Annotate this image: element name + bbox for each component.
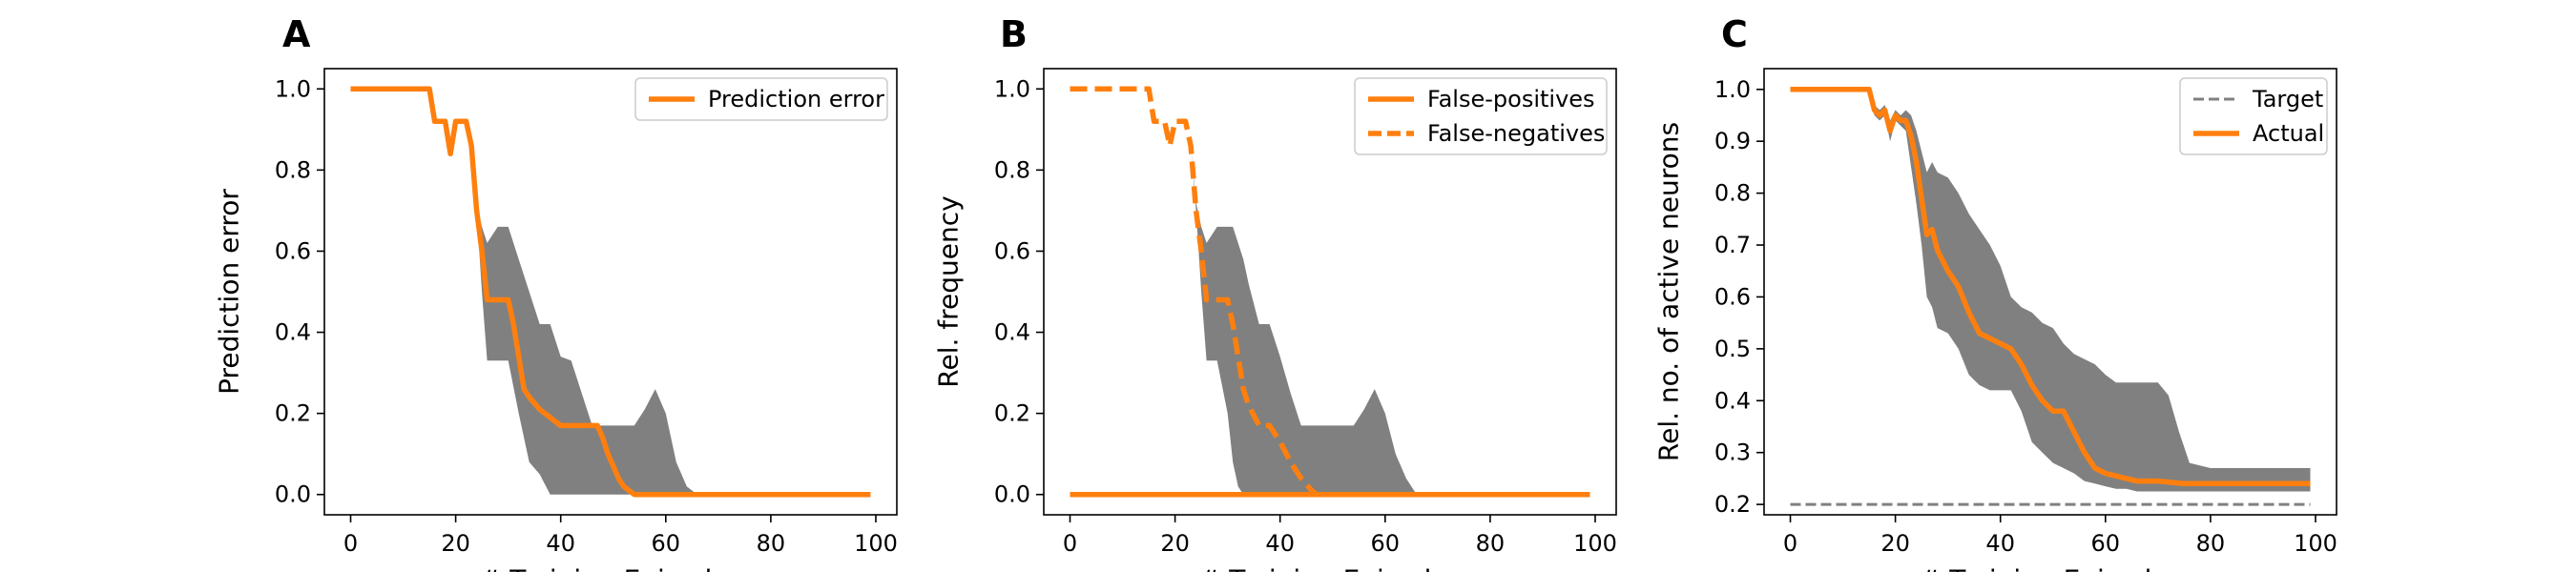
legend-label: False-positives: [1427, 86, 1595, 112]
x-tick-label: 20: [1880, 530, 1910, 557]
y-tick-label: 0.6: [275, 237, 311, 264]
y-tick-label: 0.4: [275, 319, 311, 346]
x-tick-label: 100: [1573, 530, 1617, 557]
legend-box: [1354, 77, 1608, 155]
panel-letter: A: [282, 13, 311, 55]
series-line-prediction-error: [350, 86, 871, 498]
legend-label: Target: [2252, 86, 2323, 112]
y-tick-label: 0.2: [1714, 491, 1751, 518]
axes-frame: [1763, 68, 2337, 516]
legend-label: Actual: [2253, 120, 2324, 147]
axes-frame: [323, 68, 898, 516]
x-axis-label: # Training Episodes: [479, 564, 742, 572]
x-tick-label: 80: [1476, 530, 1506, 557]
y-tick-label: 0.7: [1714, 232, 1751, 258]
panel-letter: B: [1000, 13, 1028, 55]
y-tick-label: 1.0: [1714, 76, 1751, 103]
y-tick-label: 0.0: [994, 481, 1030, 508]
x-tick-label: 20: [441, 530, 470, 557]
x-tick-label: 40: [546, 530, 575, 557]
y-tick-label: 0.8: [1714, 180, 1751, 207]
y-tick-label: 0.9: [1714, 128, 1751, 154]
x-axis-label: # Training Episodes: [1198, 564, 1462, 572]
y-tick-label: 0.4: [994, 319, 1030, 346]
x-tick-label: 100: [2294, 530, 2337, 557]
x-tick-label: 20: [1160, 530, 1190, 557]
x-tick-label: 80: [2196, 530, 2226, 557]
panel-letter: C: [1721, 13, 1748, 55]
y-tick-label: 0.6: [994, 237, 1030, 264]
y-tick-label: 1.0: [275, 75, 311, 102]
y-axis-label: Prediction error: [214, 189, 245, 395]
x-tick-label: 60: [2091, 530, 2121, 557]
y-tick-label: 0.4: [1714, 387, 1751, 414]
y-tick-label: 0.3: [1714, 439, 1751, 466]
series-line-false-negatives: [1070, 86, 1590, 498]
panel-c: C 0 20 40 60 80 100 0.2 0.3 0.4 0.5 0.6 0.7 0.8 0.9 1.0…: [1653, 13, 2337, 572]
y-axis-label: Rel. no. of active neurons: [1653, 122, 1685, 461]
y-tick-label: 0.8: [994, 156, 1030, 183]
y-tick-label: 0.5: [1714, 336, 1751, 362]
y-axis-label: Rel. frequency: [933, 195, 965, 387]
x-tick-label: 60: [652, 530, 681, 557]
series-line-actual: [1790, 87, 2311, 487]
y-tick-label: 0.2: [275, 400, 311, 427]
x-tick-label: 0: [343, 530, 358, 557]
x-tick-label: 40: [1265, 530, 1295, 557]
y-tick-label: 0.2: [994, 400, 1030, 427]
y-tick-label: 0.8: [275, 156, 311, 183]
range-band: [350, 89, 871, 495]
panel-a: A 0 20 40 60 80 100 0.0 0.2 0.4 0.6 0.8 1.0 # Trainin…: [214, 13, 898, 572]
legend-label: False-negatives: [1427, 120, 1605, 147]
panel-b: B 0 20 40 60 80 100 0.0 0.2 0.4 0.6 0.8 1.0 # Trainin…: [933, 13, 1617, 572]
x-tick-label: 40: [1985, 530, 2015, 557]
x-axis-label: # Training Episodes: [1919, 564, 2182, 572]
axes-frame: [1043, 68, 1617, 516]
y-tick-label: 0.0: [275, 481, 311, 508]
x-tick-label: 80: [757, 530, 786, 557]
x-tick-label: 0: [1783, 530, 1797, 557]
legend: False-positives False-negatives: [1354, 77, 1608, 155]
legend-label: Prediction error: [708, 86, 884, 112]
y-tick-label: 0.6: [1714, 283, 1751, 310]
legend: Prediction error: [634, 77, 888, 121]
legend-box: [634, 77, 888, 121]
x-tick-label: 60: [1371, 530, 1401, 557]
x-tick-label: 0: [1063, 530, 1077, 557]
y-tick-label: 1.0: [994, 75, 1030, 102]
legend: Target Actual: [2179, 77, 2328, 155]
x-tick-label: 100: [854, 530, 898, 557]
